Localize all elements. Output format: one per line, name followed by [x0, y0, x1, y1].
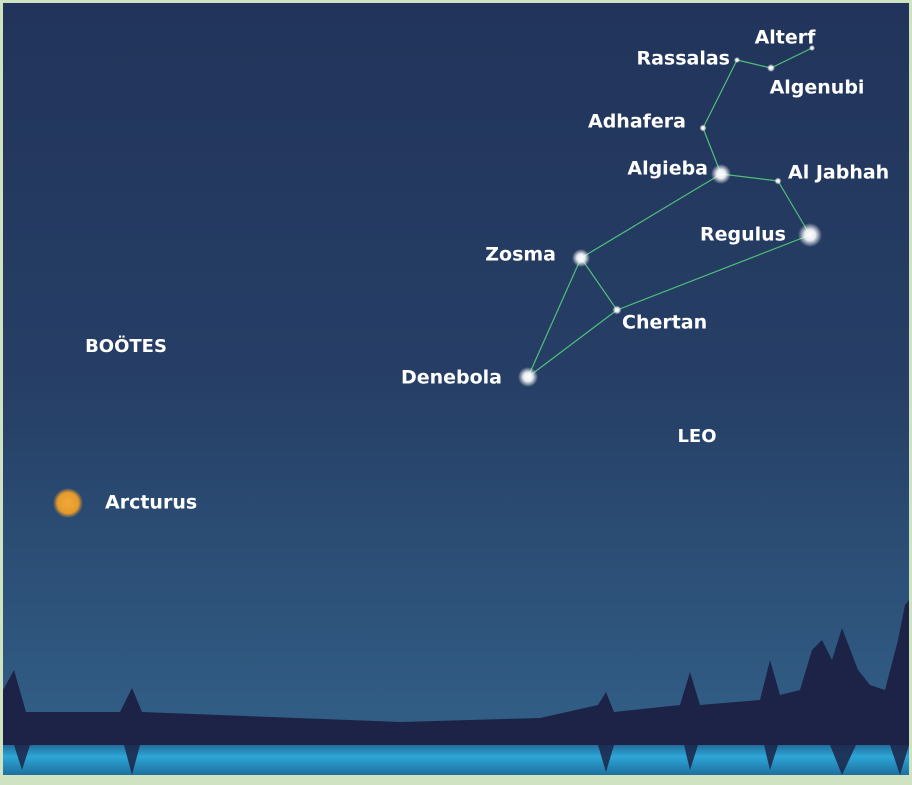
- star-label: Adhafera: [588, 111, 686, 133]
- star: [572, 249, 590, 267]
- sky-map: Alterf Rassalas Algenubi Adhafera Algieb…: [0, 0, 912, 785]
- star-label: Rassalas: [636, 48, 730, 70]
- constellation-label: LEO: [677, 426, 716, 447]
- star-label: Denebola: [401, 367, 502, 389]
- star: [518, 367, 538, 387]
- star-label: Algieba: [627, 158, 708, 180]
- star: [613, 306, 622, 315]
- star-label: Algenubi: [770, 77, 865, 99]
- page: Alterf Rassalas Algenubi Adhafera Algieb…: [0, 0, 912, 785]
- star: [711, 164, 731, 184]
- star: [767, 64, 775, 72]
- star-label: Regulus: [700, 224, 786, 246]
- star-label: Chertan: [622, 312, 707, 334]
- sky: [3, 3, 909, 775]
- star-label: Al Jabhah: [788, 162, 889, 184]
- star: [775, 178, 782, 185]
- star: [734, 57, 740, 63]
- star-label: Arcturus: [105, 492, 197, 514]
- star-label: Alterf: [755, 27, 817, 49]
- star-label: Zosma: [485, 244, 556, 266]
- star: [798, 223, 822, 247]
- star-arcturus: [53, 488, 83, 518]
- constellation-label: BOÖTES: [85, 335, 167, 357]
- star: [700, 125, 707, 132]
